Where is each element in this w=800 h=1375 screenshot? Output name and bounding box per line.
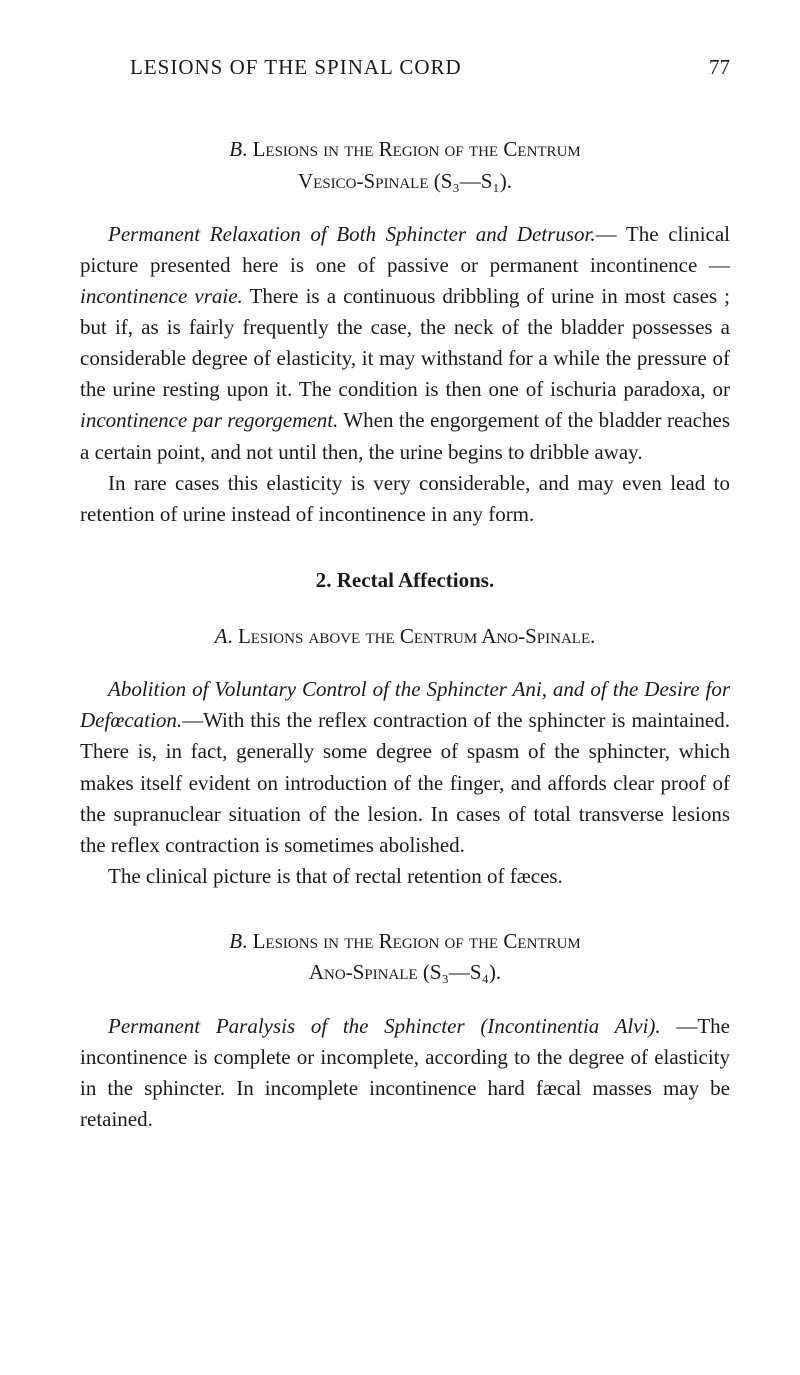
subsection-line1: . Lesions in the Region of the Centrum	[242, 137, 581, 161]
paragraph-2: In rare cases this elasticity is very co…	[80, 468, 730, 530]
para5-paren: (Incontinentia Alvi).	[465, 1014, 661, 1038]
paragraph-3: Abolition of Voluntary Control of the Sp…	[80, 674, 730, 860]
subsection-b2-line1: . Lesions in the Region of the Centrum	[242, 929, 581, 953]
subsection-line2: Vesico-Spinale (S₃—S₁).	[298, 169, 512, 193]
para1-dash: —	[596, 222, 617, 246]
paragraph-5: Permanent Paralysis of the Sphincter (In…	[80, 1011, 730, 1135]
subsection-b2-line2: Ano-Spinale (S₃—S₄).	[309, 960, 501, 984]
subsection-b-vesico-title: B. Lesions in the Region of the Centrum …	[80, 134, 730, 197]
para5-lead: Permanent Paralysis of the Sphincter	[108, 1014, 465, 1038]
subsection-letter: B	[229, 137, 242, 161]
page-number: 77	[709, 55, 730, 80]
para1-italic3: incontinence par regorgement.	[80, 408, 338, 432]
subsection-a-rest: . Lesions above the Centrum Ano-Spinale.	[227, 624, 595, 648]
paragraph-1: Permanent Relaxation of Both Sphincter a…	[80, 219, 730, 468]
subsection-b-ano-title: B. Lesions in the Region of the Centrum …	[80, 926, 730, 989]
subsection-a-letter: A	[215, 624, 228, 648]
para1-lead: Permanent Relaxation of Both Sphincter a…	[108, 222, 596, 246]
paragraph-4: The clinical picture is that of rectal r…	[80, 861, 730, 892]
subsection-b2-letter: B	[229, 929, 242, 953]
running-head: LESIONS OF THE SPINAL CORD	[130, 55, 462, 80]
subsection-a-title: A. Lesions above the Centrum Ano-Spinale…	[80, 621, 730, 653]
para1-italic2: incontinence vraie.	[80, 284, 243, 308]
section-2-heading: 2. Rectal Affections.	[80, 568, 730, 593]
page-header: LESIONS OF THE SPINAL CORD 77	[80, 55, 730, 80]
